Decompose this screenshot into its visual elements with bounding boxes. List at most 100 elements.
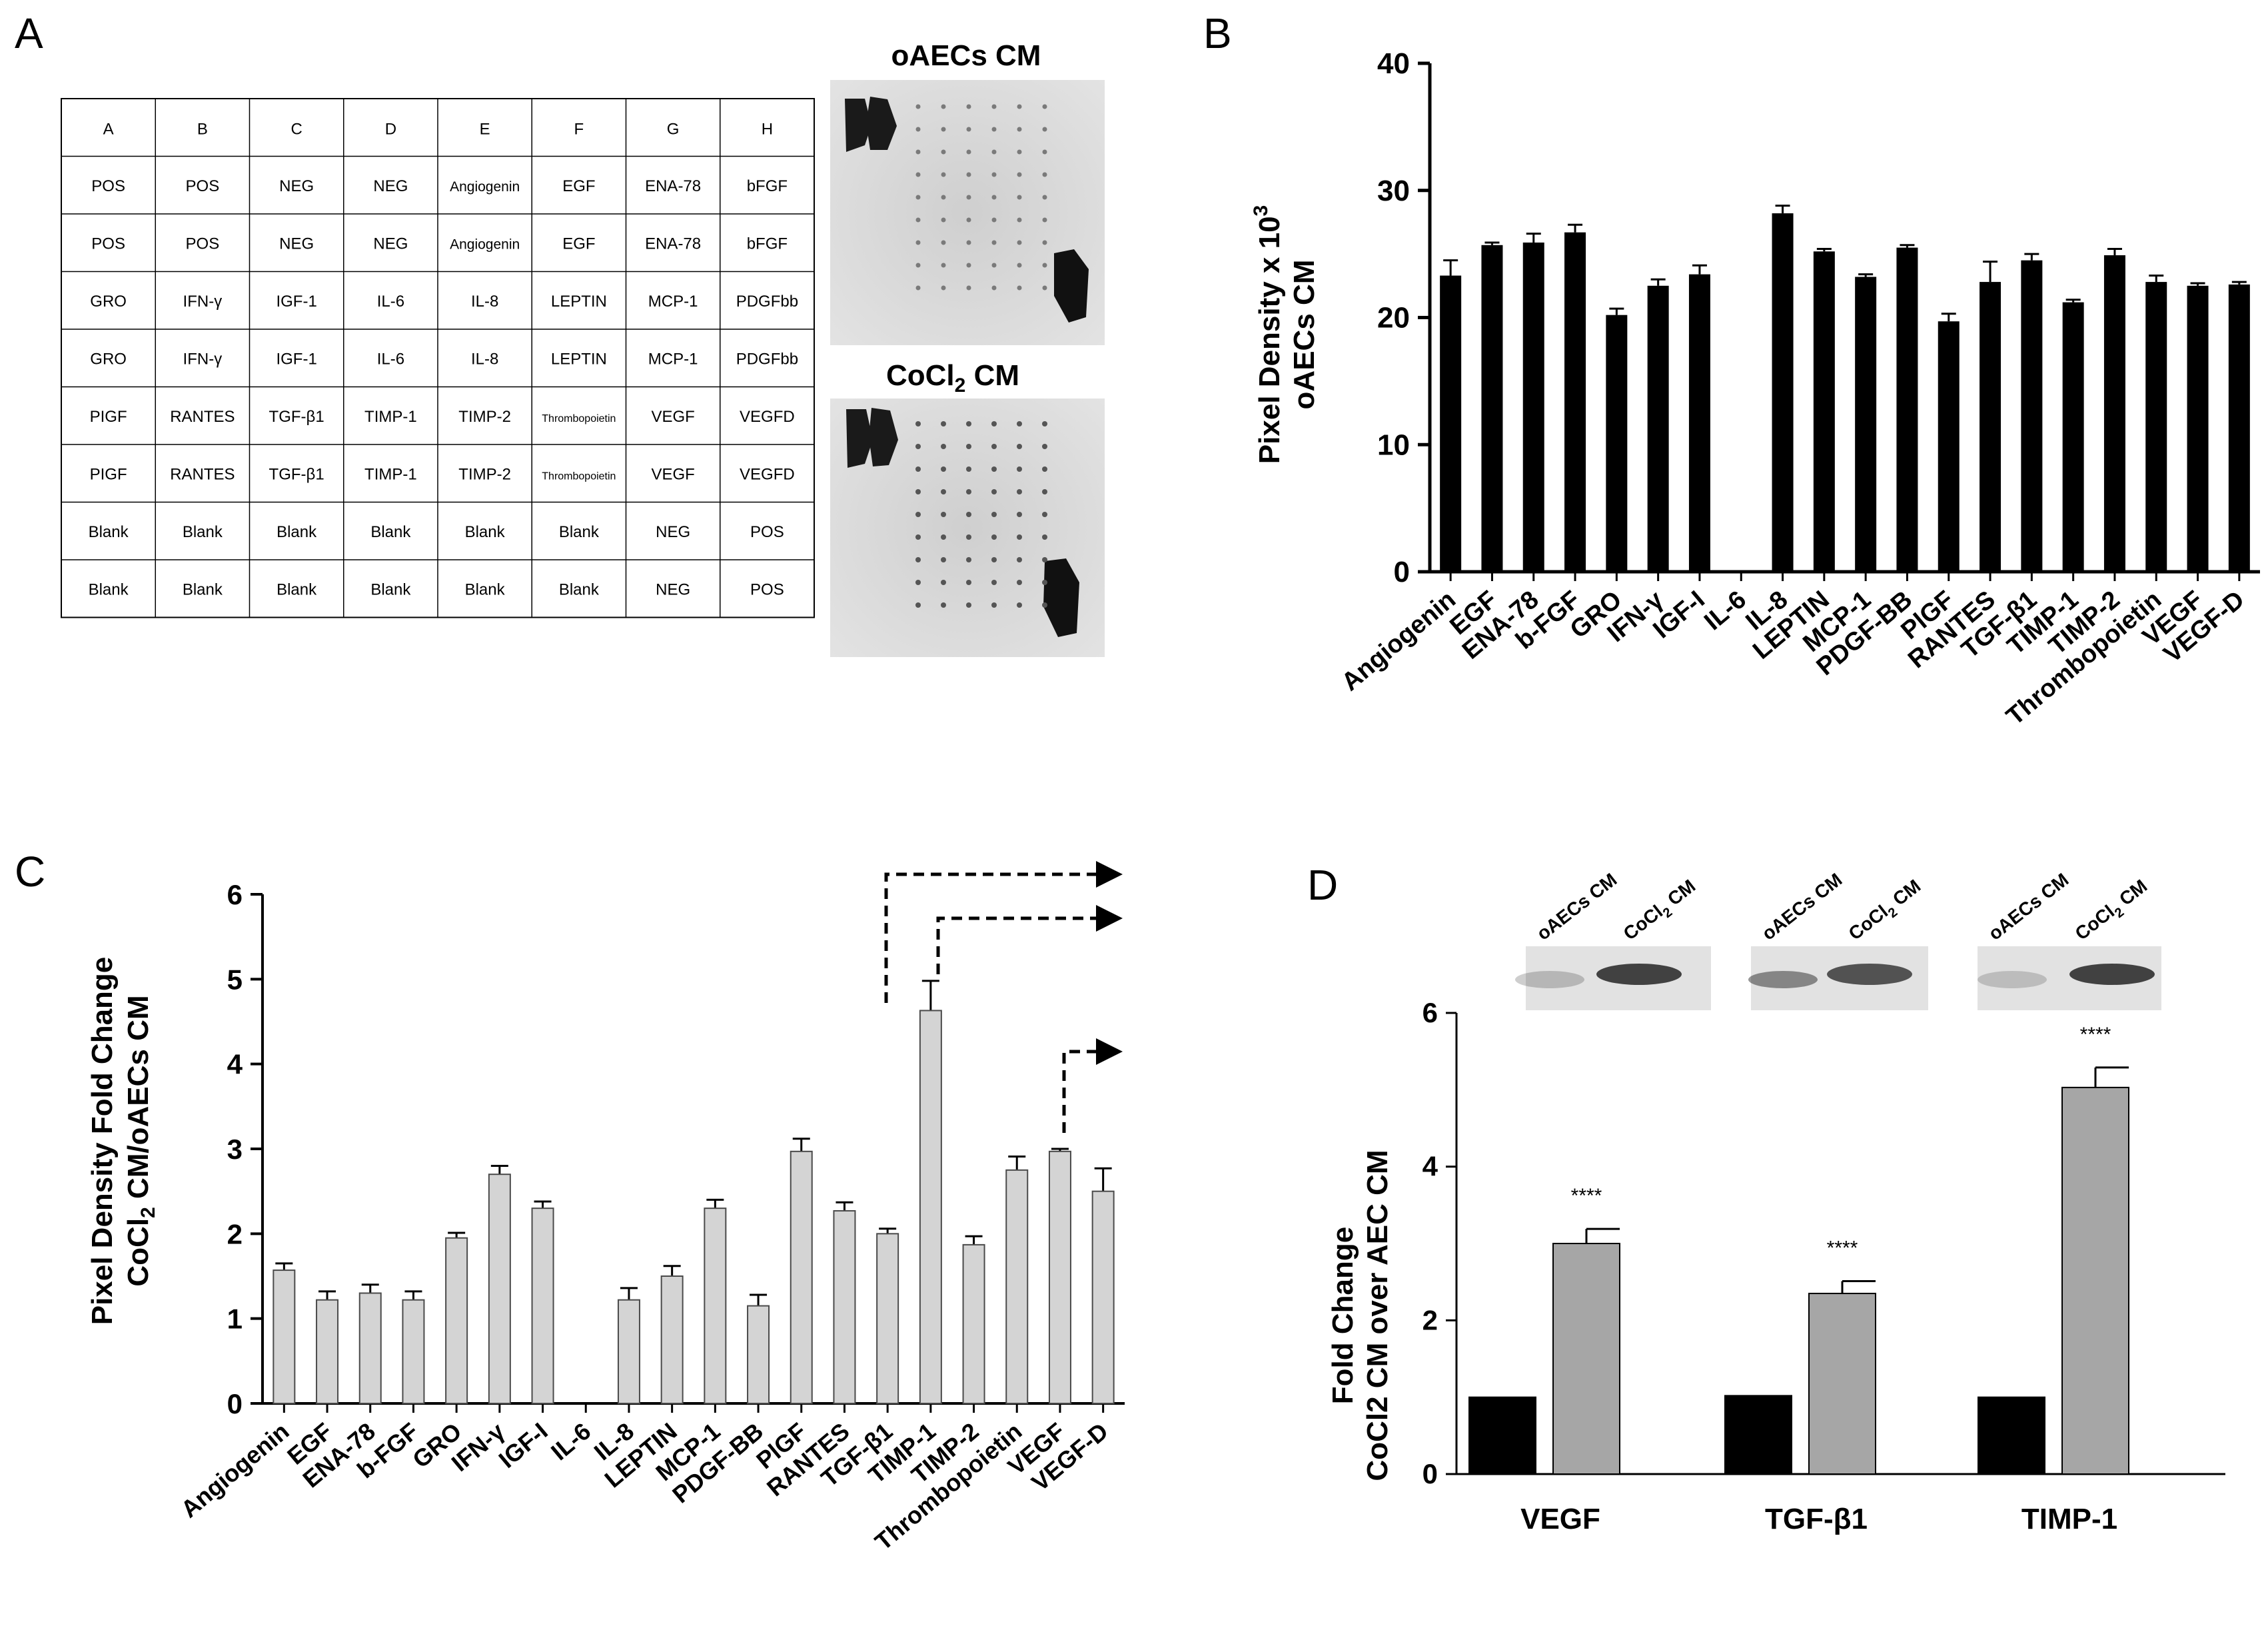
bar-plgf xyxy=(790,1150,813,1404)
lane-label-oaecs-timp-1: oAECs CM xyxy=(1985,869,2073,944)
bar-timp-1 xyxy=(919,1010,942,1404)
panel-letter-d: D xyxy=(1307,861,1338,909)
table-header-cell: A xyxy=(103,120,114,138)
table-cell: POS xyxy=(750,580,784,598)
bar-vegf-d xyxy=(1091,1190,1115,1404)
array-spot xyxy=(915,127,921,132)
array-spot xyxy=(991,580,997,585)
bar-angiogenin xyxy=(1440,275,1462,572)
table-cell: TIMP-1 xyxy=(364,408,417,426)
array-spot xyxy=(966,466,971,472)
array-spot xyxy=(966,285,971,291)
array-spot xyxy=(941,263,946,268)
array-spot xyxy=(966,195,971,200)
table-cell: NEG xyxy=(279,177,314,195)
blot-band-cocl2-timp-1 xyxy=(2069,964,2155,985)
y-tick-label: 40 xyxy=(1377,47,1410,80)
table-cell: Angiogenin xyxy=(450,237,520,252)
array-spot xyxy=(1042,104,1047,109)
chart-b-ylabel-line2: oAECs CM xyxy=(1288,260,1321,410)
blot-band-cocl2-vegf xyxy=(1596,964,1682,985)
lane-label-cocl2-timp-1: CoCl2 CM xyxy=(2071,876,2154,948)
table-cell: IGF-1 xyxy=(276,293,316,311)
array-spot xyxy=(966,149,971,155)
table-cell: MCP-1 xyxy=(648,293,698,311)
array-spot xyxy=(1017,580,1022,585)
bar-vegf xyxy=(2187,285,2209,572)
table-cell: NEG xyxy=(656,580,690,598)
bar-ena-78 xyxy=(358,1292,382,1405)
table-cell: Blank xyxy=(277,580,317,598)
array-spot xyxy=(915,421,921,426)
table-cell: POS xyxy=(186,235,220,253)
array-spot xyxy=(1017,557,1022,562)
table-cell: NEG xyxy=(373,177,408,195)
array-spot xyxy=(1017,149,1022,155)
bar-mcp-1 xyxy=(704,1208,727,1404)
table-cell: PDGFbb xyxy=(736,350,798,368)
bar-rantes xyxy=(1980,282,2001,572)
y-tick-label: 0 xyxy=(1394,556,1410,588)
x-tick-label-igf-i: IGF-I xyxy=(494,1417,553,1473)
bar-thrombopoietin xyxy=(2145,282,2167,572)
array-map-table: A B C D E F G H POS POS NEG NEG Angiogenin EGF ENA-78 b… xyxy=(61,98,815,618)
table-cell: bFGF xyxy=(747,177,788,195)
table-cell: VEGFD xyxy=(740,465,795,483)
array-spot xyxy=(941,602,946,608)
array-spot xyxy=(1017,217,1022,223)
array-spot xyxy=(1042,421,1047,426)
array-spot xyxy=(1017,512,1022,517)
lane-label-oaecs-vegf: oAECs CM xyxy=(1533,869,1621,944)
chart-c: 0123456AngiogeninEGFENA-78b-FGFGROIFN-γI… xyxy=(175,879,1125,1555)
array-spot xyxy=(941,512,946,517)
blot-band-oaecs-tgf-b1 xyxy=(1748,971,1818,988)
table-cell: POS xyxy=(91,235,125,253)
table-cell: NEG xyxy=(656,523,690,541)
array-spot xyxy=(1042,172,1047,177)
array-spot xyxy=(991,421,997,426)
bar-b-fgf xyxy=(1564,232,1586,572)
table-cell: IL-6 xyxy=(377,293,404,311)
array-spot xyxy=(941,195,946,200)
y-tick-label: 4 xyxy=(1422,1151,1438,1182)
array-spot xyxy=(1042,602,1047,608)
table-header-cell: H xyxy=(762,120,773,138)
array-spot xyxy=(1017,240,1022,245)
table-cell: POS xyxy=(750,523,784,541)
table-header-cell: G xyxy=(667,120,680,138)
array-spot xyxy=(941,421,946,426)
table-cell: ENA-78 xyxy=(645,235,701,253)
array-spot xyxy=(1017,489,1022,494)
bar-ifn xyxy=(1647,285,1669,572)
bar-leptin xyxy=(1813,251,1835,572)
array-spot xyxy=(1017,534,1022,540)
array-spot xyxy=(915,263,921,268)
table-cell: TIMP-2 xyxy=(458,465,511,483)
y-tick-label: 2 xyxy=(227,1218,243,1249)
table-cell: TIMP-1 xyxy=(364,465,417,483)
table-cell: RANTES xyxy=(170,408,235,426)
bar-vegf-oaecs-cm xyxy=(1468,1396,1536,1475)
lane-label-cocl2-vegf: CoCl2 CM xyxy=(1620,876,1702,948)
array-spot xyxy=(991,489,997,494)
table-cell: VEGFD xyxy=(740,408,795,426)
array-spot xyxy=(915,602,921,608)
array-spot xyxy=(1017,104,1022,109)
array-spot xyxy=(966,240,971,245)
array-spot xyxy=(966,217,971,223)
x-category-label-tgf-1: TGF-β1 xyxy=(1765,1503,1868,1535)
bar-b-fgf xyxy=(402,1299,425,1404)
array-spot xyxy=(1017,444,1022,449)
x-tick-label-angiogenin: Angiogenin xyxy=(1337,586,1461,696)
y-tick-label: 5 xyxy=(227,964,243,995)
blot-oaecs-membrane xyxy=(830,80,1105,345)
table-cell: Blank xyxy=(465,523,506,541)
array-spot xyxy=(1042,217,1047,223)
bar-egf xyxy=(316,1299,339,1404)
chart-c-ylabel-line2: CoCl2 CM/oAECs CM xyxy=(122,995,159,1286)
array-spot xyxy=(1042,557,1047,562)
array-spot xyxy=(941,489,946,494)
array-spot xyxy=(966,263,971,268)
